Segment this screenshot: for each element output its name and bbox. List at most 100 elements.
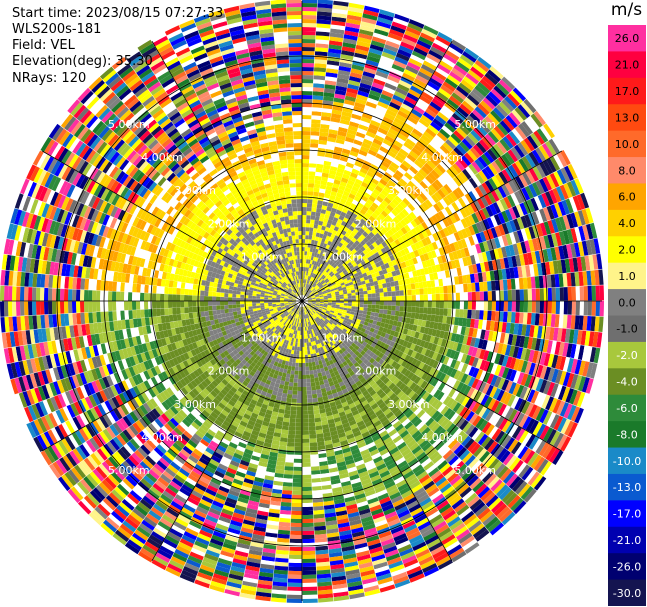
range-gate xyxy=(284,409,291,415)
range-gate xyxy=(316,15,332,21)
range-gate xyxy=(287,438,295,443)
range-gate xyxy=(311,252,315,257)
range-gate xyxy=(363,290,368,295)
range-gate xyxy=(328,173,336,180)
range-gate xyxy=(287,578,302,583)
range-gate xyxy=(296,410,302,416)
range-gate xyxy=(286,369,291,375)
range-gate xyxy=(308,239,312,244)
range-gate xyxy=(302,514,314,519)
range-gate xyxy=(398,311,404,317)
range-gate xyxy=(295,430,302,435)
range-gate xyxy=(495,301,500,311)
range-gate xyxy=(587,301,592,316)
range-gate xyxy=(292,386,298,391)
range-gate xyxy=(305,227,310,232)
range-gate xyxy=(309,438,317,443)
range-gate xyxy=(467,301,473,310)
range-gate xyxy=(317,224,323,230)
range-gate xyxy=(302,558,316,563)
range-gate xyxy=(324,152,333,159)
range-gate xyxy=(289,550,302,556)
range-gate xyxy=(487,301,493,311)
range-gate xyxy=(395,290,400,296)
range-gate xyxy=(415,288,420,295)
range-gate xyxy=(304,342,307,347)
range-gate xyxy=(418,281,424,289)
range-gate xyxy=(358,310,364,314)
range-gate xyxy=(318,139,328,145)
range-gate xyxy=(296,406,302,412)
range-gate xyxy=(313,187,320,193)
range-gate xyxy=(302,386,307,392)
range-gate xyxy=(302,79,314,84)
range-gate xyxy=(288,570,302,575)
range-gate xyxy=(302,522,314,527)
range-gate xyxy=(399,290,404,296)
range-gate xyxy=(302,183,308,188)
range-gate xyxy=(302,103,312,108)
range-gate xyxy=(575,286,580,301)
range-gate xyxy=(307,187,314,192)
range-gate xyxy=(311,235,316,241)
range-gate xyxy=(451,292,456,301)
range-gate xyxy=(515,301,520,312)
range-gate xyxy=(535,288,541,301)
range-gate xyxy=(330,24,345,31)
range-gate xyxy=(411,301,417,307)
range-gate xyxy=(367,297,372,301)
range-gate xyxy=(312,231,317,237)
range-gate xyxy=(347,305,352,309)
range-gate xyxy=(324,84,336,90)
range-gate xyxy=(317,7,333,13)
range-gate xyxy=(423,301,428,308)
range-gate xyxy=(316,155,325,161)
range-gate xyxy=(399,301,405,307)
range-gate xyxy=(309,155,317,160)
range-gate xyxy=(338,65,352,72)
range-gate xyxy=(366,286,372,291)
range-gate xyxy=(374,312,379,318)
range-gate xyxy=(339,123,349,129)
range-gate xyxy=(330,28,345,35)
range-gate xyxy=(302,390,307,396)
range-gate xyxy=(315,39,329,45)
range-gate xyxy=(302,198,308,204)
range-gate xyxy=(302,155,310,160)
range-gate xyxy=(285,454,294,459)
range-gate xyxy=(334,93,346,100)
range-gate xyxy=(309,430,316,435)
range-gate xyxy=(312,397,318,403)
range-gate xyxy=(451,301,456,309)
range-gate xyxy=(551,301,557,314)
range-gate xyxy=(328,48,342,54)
range-gate xyxy=(288,554,302,560)
range-gate xyxy=(351,295,356,299)
range-gate xyxy=(310,135,320,140)
range-gate xyxy=(347,295,352,299)
range-gate xyxy=(310,127,320,132)
range-gate xyxy=(463,301,469,310)
range-gate xyxy=(293,462,302,468)
range-gate xyxy=(459,292,465,301)
range-gate xyxy=(287,389,293,395)
range-gate xyxy=(531,301,536,313)
range-gate xyxy=(302,398,308,404)
range-gate xyxy=(595,301,600,317)
range-gate xyxy=(302,394,308,400)
range-gate xyxy=(398,285,404,291)
range-gate xyxy=(375,292,380,297)
range-gate xyxy=(317,11,332,17)
range-gate xyxy=(539,288,545,301)
range-gate xyxy=(305,263,308,268)
range-gate xyxy=(344,95,356,102)
range-gate xyxy=(343,296,348,299)
range-gate xyxy=(302,138,311,144)
range-gate xyxy=(386,314,391,320)
range-gate xyxy=(411,289,416,296)
range-gate xyxy=(302,7,317,12)
range-gate xyxy=(463,309,468,319)
range-gate xyxy=(294,446,302,451)
range-gate xyxy=(583,286,588,301)
range-gate xyxy=(291,502,302,507)
